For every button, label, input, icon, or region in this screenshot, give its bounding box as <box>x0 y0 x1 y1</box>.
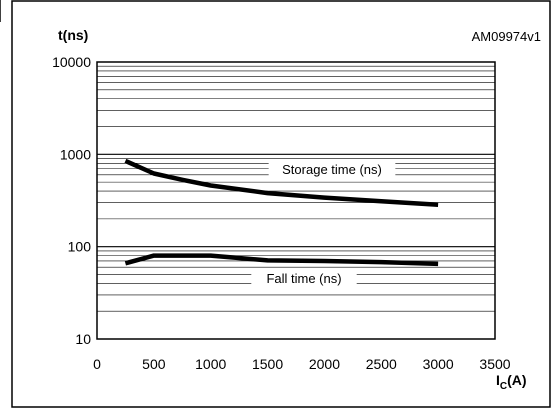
y-tick-label: 1000 <box>60 146 91 162</box>
series-line-0 <box>124 158 439 207</box>
series-label-0: Storage time (ns) <box>282 162 382 177</box>
series-label-bg-0 <box>268 161 396 177</box>
series-label-bg-1 <box>251 270 357 286</box>
x-axis-label-main: I <box>496 372 500 388</box>
x-tick-label: 2000 <box>309 356 340 372</box>
figure-border <box>11 0 551 408</box>
x-axis-label-unit: (A) <box>507 372 526 388</box>
series-label-1: Fall time (ns) <box>266 271 341 286</box>
x-tick-label: 3500 <box>479 356 510 372</box>
tick-layer: 10 100 1000 10000 0 500 1000 1500 2000 2500 3000 35… <box>52 54 511 372</box>
figure-code: AM09974v1 <box>472 29 541 44</box>
y-tick-label: 10 <box>75 331 91 347</box>
x-tick-label: 2500 <box>366 356 397 372</box>
x-tick-label: 1000 <box>195 356 226 372</box>
plot-area-border <box>96 61 496 340</box>
series-label-layer: Storage time (ns) Fall time (ns) <box>251 161 396 286</box>
x-tick-label: 3000 <box>423 356 454 372</box>
x-tick-label: 1500 <box>252 356 283 372</box>
series-line-1 <box>124 253 439 267</box>
x-tick-label: 0 <box>93 356 101 372</box>
y-axis-label: t(ns) <box>58 27 88 43</box>
x-axis-label: IC(A) <box>496 372 527 392</box>
series-layer <box>124 158 439 267</box>
x-tick-label: 500 <box>142 356 166 372</box>
y-tick-label: 10000 <box>52 54 91 70</box>
grid-layer <box>97 61 495 340</box>
x-axis-label-sub: C <box>500 381 507 392</box>
y-tick-label: 100 <box>68 239 92 255</box>
